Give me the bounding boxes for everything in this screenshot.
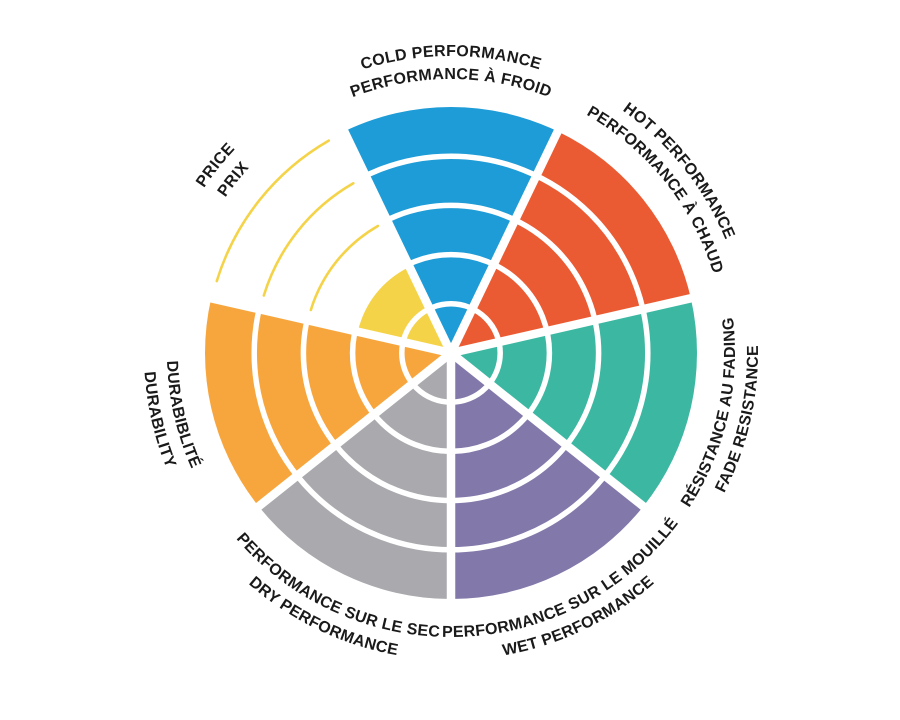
unfilled-band-outline-price [262,182,355,297]
sector-divider [450,292,698,358]
label-cold-performance-line2: PERFORMANCE À FROID [348,66,554,101]
wedge-fade-resistance [451,298,697,507]
wedge-hot-performance [451,131,691,353]
unfilled-band-outline-price [309,224,380,312]
wedge-cold-performance [344,106,558,353]
wedge-durability [205,298,451,507]
sector-divider [204,292,452,358]
sector-divider [447,124,565,355]
sector-divider [251,349,454,514]
wedge-dry-performance [258,353,451,599]
unfilled-band-outline-price [215,139,331,283]
sector-divider [337,124,455,355]
sector-divider [448,349,651,514]
wedge-wet-performance [451,353,644,599]
